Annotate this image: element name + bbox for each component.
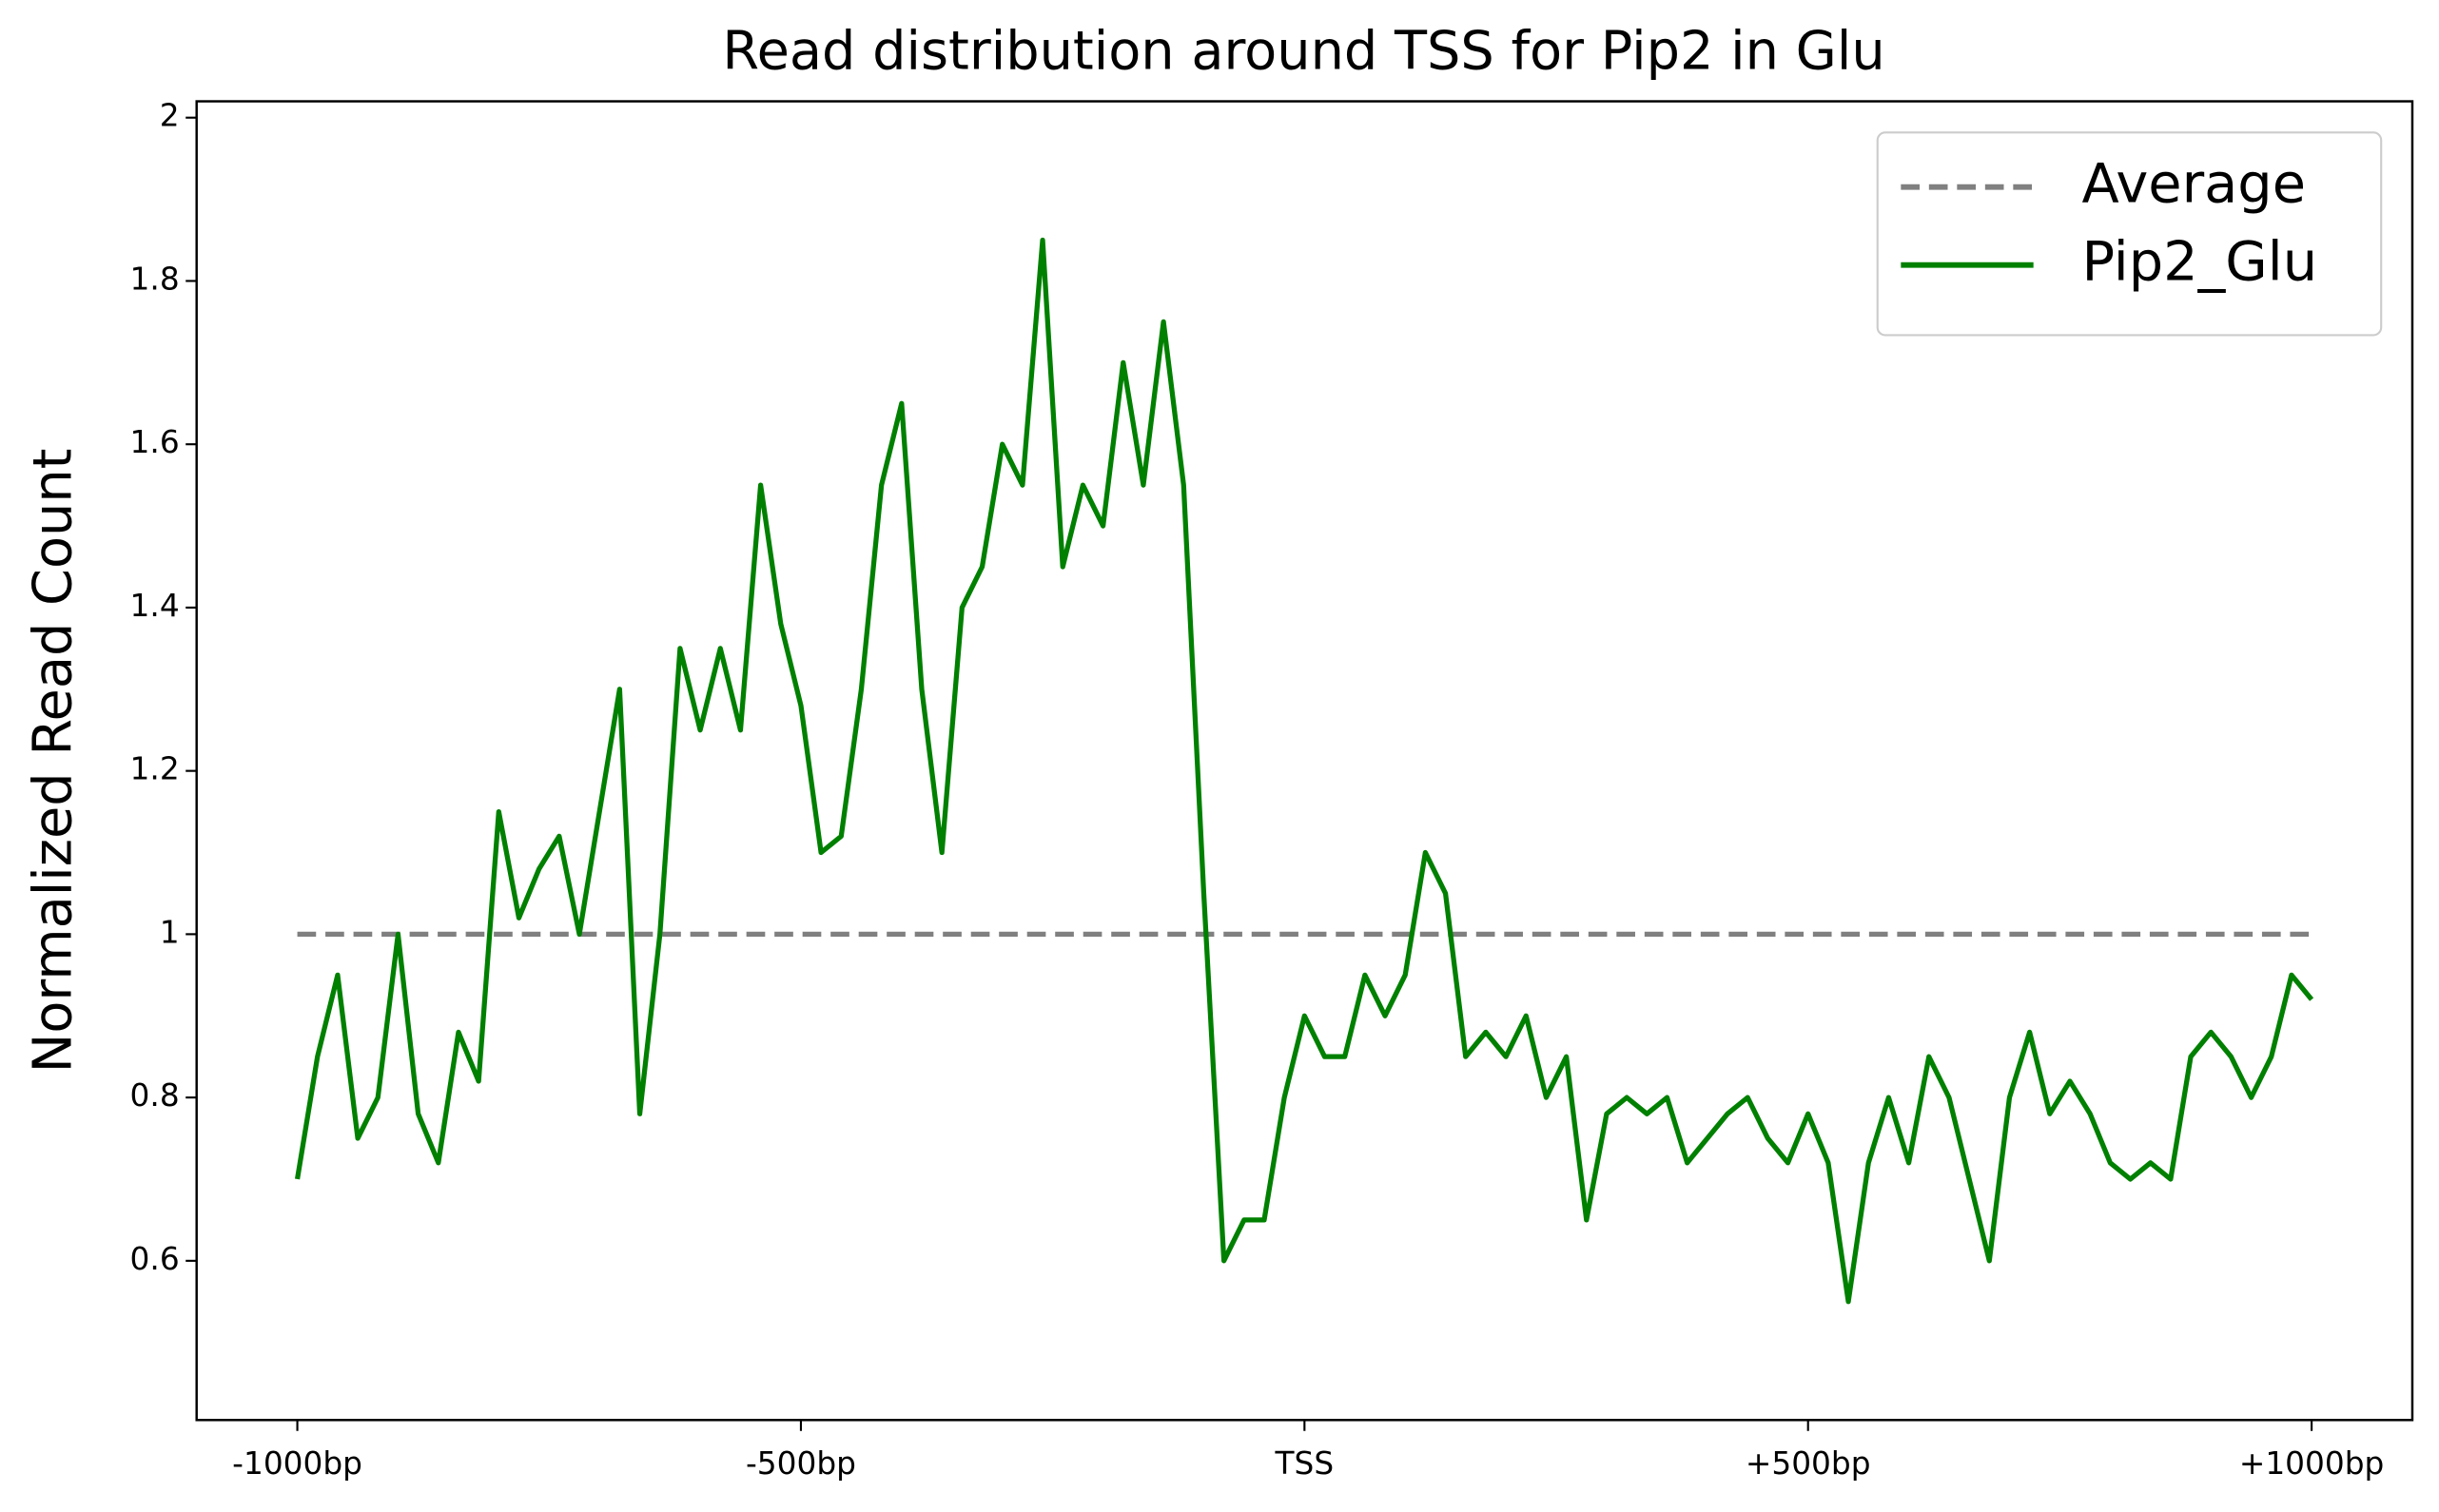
chart-title: Read distribution around TSS for Pip2 in… xyxy=(722,20,1884,82)
y-tick-label: 1.6 xyxy=(130,424,180,460)
line-series xyxy=(294,237,2314,1305)
legend: Average Pip2_Glu xyxy=(1876,131,2383,337)
x-tick-label: -1000bp xyxy=(232,1445,362,1482)
y-tick-label: 1 xyxy=(160,914,180,950)
y-tick-label: 1.4 xyxy=(130,588,180,624)
x-tick-label: TSS xyxy=(1275,1445,1335,1482)
legend-label: Average xyxy=(2081,151,2306,215)
legend-box xyxy=(1876,131,2383,337)
x-tick-label: -500bp xyxy=(746,1445,856,1482)
y-tick-label: 0.8 xyxy=(130,1077,180,1114)
y-tick-label: 1.2 xyxy=(130,751,180,787)
y-tick-label: 0.6 xyxy=(130,1241,180,1277)
plot-frame xyxy=(195,100,2414,1422)
y-axis-label: Normalized Read Count xyxy=(22,448,84,1073)
y-tick-label: 1.8 xyxy=(130,261,180,297)
legend-label: Pip2_Glu xyxy=(2081,229,2317,293)
x-tick-label: +1000bp xyxy=(2239,1445,2384,1482)
x-tick-label: +500bp xyxy=(1746,1445,1871,1482)
y-tick-label: 2 xyxy=(160,98,180,134)
